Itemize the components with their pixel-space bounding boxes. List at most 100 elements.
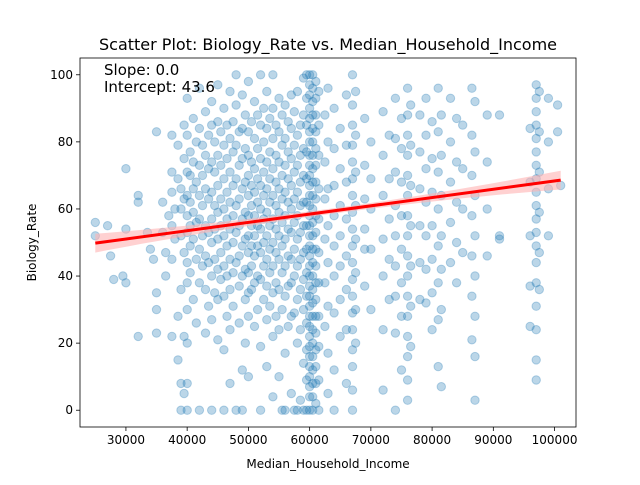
data-point [451, 197, 462, 207]
data-point [197, 140, 208, 150]
data-point [262, 123, 272, 134]
data-point [311, 361, 321, 372]
data-point [304, 190, 315, 201]
data-point [237, 271, 248, 281]
data-point [105, 251, 116, 261]
data-point [194, 190, 205, 201]
data-point [90, 217, 101, 228]
data-point [350, 268, 361, 278]
data-point [531, 375, 541, 385]
data-point [347, 291, 358, 301]
data-point [271, 278, 281, 288]
data-point [210, 200, 220, 211]
data-point [237, 365, 248, 375]
data-point [308, 271, 318, 281]
data-point [286, 227, 296, 238]
data-point [323, 83, 333, 93]
data-point [274, 254, 284, 264]
data-point [133, 197, 143, 207]
data-point [249, 321, 260, 332]
data-point [531, 200, 541, 211]
data-point [252, 143, 263, 154]
data-point [433, 204, 443, 214]
data-point [427, 153, 437, 164]
data-point [197, 200, 208, 211]
data-point [304, 405, 315, 415]
data-point [268, 261, 278, 271]
data-point [200, 107, 211, 117]
data-point [188, 184, 199, 194]
data-point [531, 355, 541, 365]
data-point [415, 110, 425, 120]
data-point [304, 103, 315, 114]
data-point [320, 110, 330, 120]
data-point [308, 150, 318, 161]
data-point [406, 221, 416, 231]
data-point [552, 100, 563, 110]
data-point [188, 207, 199, 218]
data-point [292, 261, 303, 271]
data-point [182, 278, 192, 288]
data-point [246, 261, 257, 271]
data-point [314, 150, 324, 161]
data-point [222, 187, 232, 197]
data-point [525, 123, 535, 134]
data-point [246, 241, 257, 251]
data-point [347, 308, 358, 318]
data-point [289, 140, 299, 150]
data-point [222, 153, 232, 164]
data-point [292, 86, 303, 97]
data-point [350, 130, 361, 140]
data-point [308, 244, 318, 254]
x-tick-label: 70000 [352, 433, 390, 447]
data-point [182, 338, 192, 348]
data-point [378, 385, 388, 395]
data-point [219, 103, 229, 114]
data-point [311, 160, 321, 171]
data-point [194, 405, 205, 415]
data-point [277, 405, 287, 415]
data-point [534, 247, 544, 258]
data-point [366, 244, 376, 254]
data-point [304, 137, 315, 147]
data-point [390, 405, 401, 415]
data-point [406, 140, 416, 150]
data-point [225, 254, 235, 264]
data-point [298, 170, 309, 181]
data-point [308, 311, 318, 321]
data-point [320, 194, 330, 204]
data-point [277, 110, 287, 120]
data-point [289, 405, 299, 415]
data-point [421, 130, 431, 140]
data-point [197, 261, 208, 271]
data-point [298, 405, 309, 415]
data-point [308, 284, 318, 295]
data-point [121, 278, 131, 288]
data-point [390, 328, 401, 338]
data-point [271, 311, 281, 321]
data-point [292, 160, 303, 171]
data-point [179, 153, 189, 164]
data-point [301, 147, 312, 157]
data-point [308, 351, 318, 362]
data-point [259, 190, 269, 201]
data-point [323, 137, 333, 147]
data-point [280, 133, 290, 144]
data-point [295, 200, 306, 211]
data-point [360, 113, 370, 124]
data-point [534, 127, 544, 137]
data-point [216, 274, 226, 285]
data-point [427, 117, 437, 127]
data-point [470, 231, 480, 241]
data-point [467, 291, 477, 301]
data-point [335, 331, 345, 342]
data-point [329, 241, 339, 251]
data-point [280, 100, 290, 110]
data-point [298, 304, 309, 315]
data-point [304, 127, 315, 137]
data-point [470, 351, 480, 362]
data-point [219, 405, 229, 415]
data-point [433, 278, 443, 288]
data-point [262, 184, 272, 194]
